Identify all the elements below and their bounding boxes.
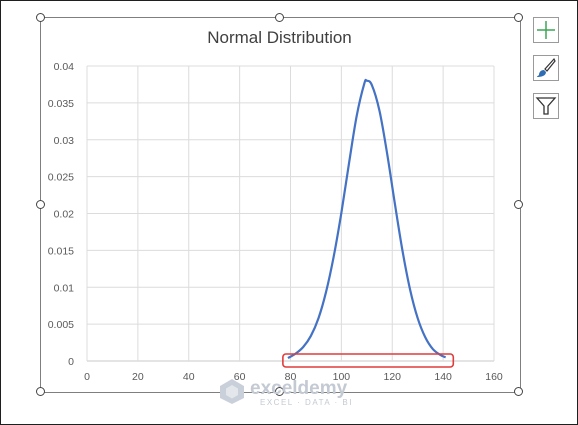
chart-filters-button[interactable]: [533, 93, 559, 119]
x-tick-label: 160: [485, 371, 503, 383]
resize-handle-top-right[interactable]: [514, 13, 523, 22]
x-tick-label: 80: [285, 371, 297, 383]
x-tick-label: 20: [132, 371, 144, 383]
resize-handle-middle-left[interactable]: [36, 200, 45, 209]
chart-elements-button[interactable]: [533, 17, 559, 43]
y-tick-label: 0.03: [54, 135, 75, 147]
y-tick-label: 0.04: [54, 61, 75, 73]
chart-title[interactable]: Normal Distribution: [207, 28, 352, 47]
y-tick-label: 0.035: [48, 98, 74, 110]
y-tick-label: 0.01: [54, 282, 75, 294]
x-tick-label: 0: [84, 371, 90, 383]
x-tick-label: 100: [333, 371, 351, 383]
x-tick-label: 140: [434, 371, 452, 383]
watermark-name: exceldemy: [250, 378, 348, 399]
resize-handle-bottom-center[interactable]: [275, 387, 284, 396]
x-tick-label: 40: [183, 371, 195, 383]
series-line: [287, 78, 447, 360]
y-tick-label: 0.005: [48, 319, 74, 331]
chart-styles-button[interactable]: [533, 55, 559, 81]
x-tick-label: 60: [234, 371, 246, 383]
y-tick-label: 0.02: [54, 209, 75, 221]
resize-handle-bottom-left[interactable]: [36, 387, 45, 396]
filter-icon: [535, 97, 557, 115]
y-tick-label: 0.015: [48, 245, 74, 257]
highlight-box: [282, 353, 455, 368]
y-tick-label: 0: [68, 356, 74, 368]
y-tick-label: 0.025: [48, 172, 74, 184]
x-tick-label: 120: [383, 371, 401, 383]
resize-handle-top-left[interactable]: [36, 13, 45, 22]
exceldemy-logo-icon: [220, 379, 244, 404]
resize-handle-top-center[interactable]: [275, 13, 284, 22]
watermark-subtitle: EXCEL · DATA · BI: [260, 398, 353, 407]
resize-handle-bottom-right[interactable]: [514, 387, 523, 396]
brush-icon: [537, 57, 556, 77]
plus-icon: [537, 21, 555, 39]
resize-handle-middle-right[interactable]: [514, 200, 523, 209]
